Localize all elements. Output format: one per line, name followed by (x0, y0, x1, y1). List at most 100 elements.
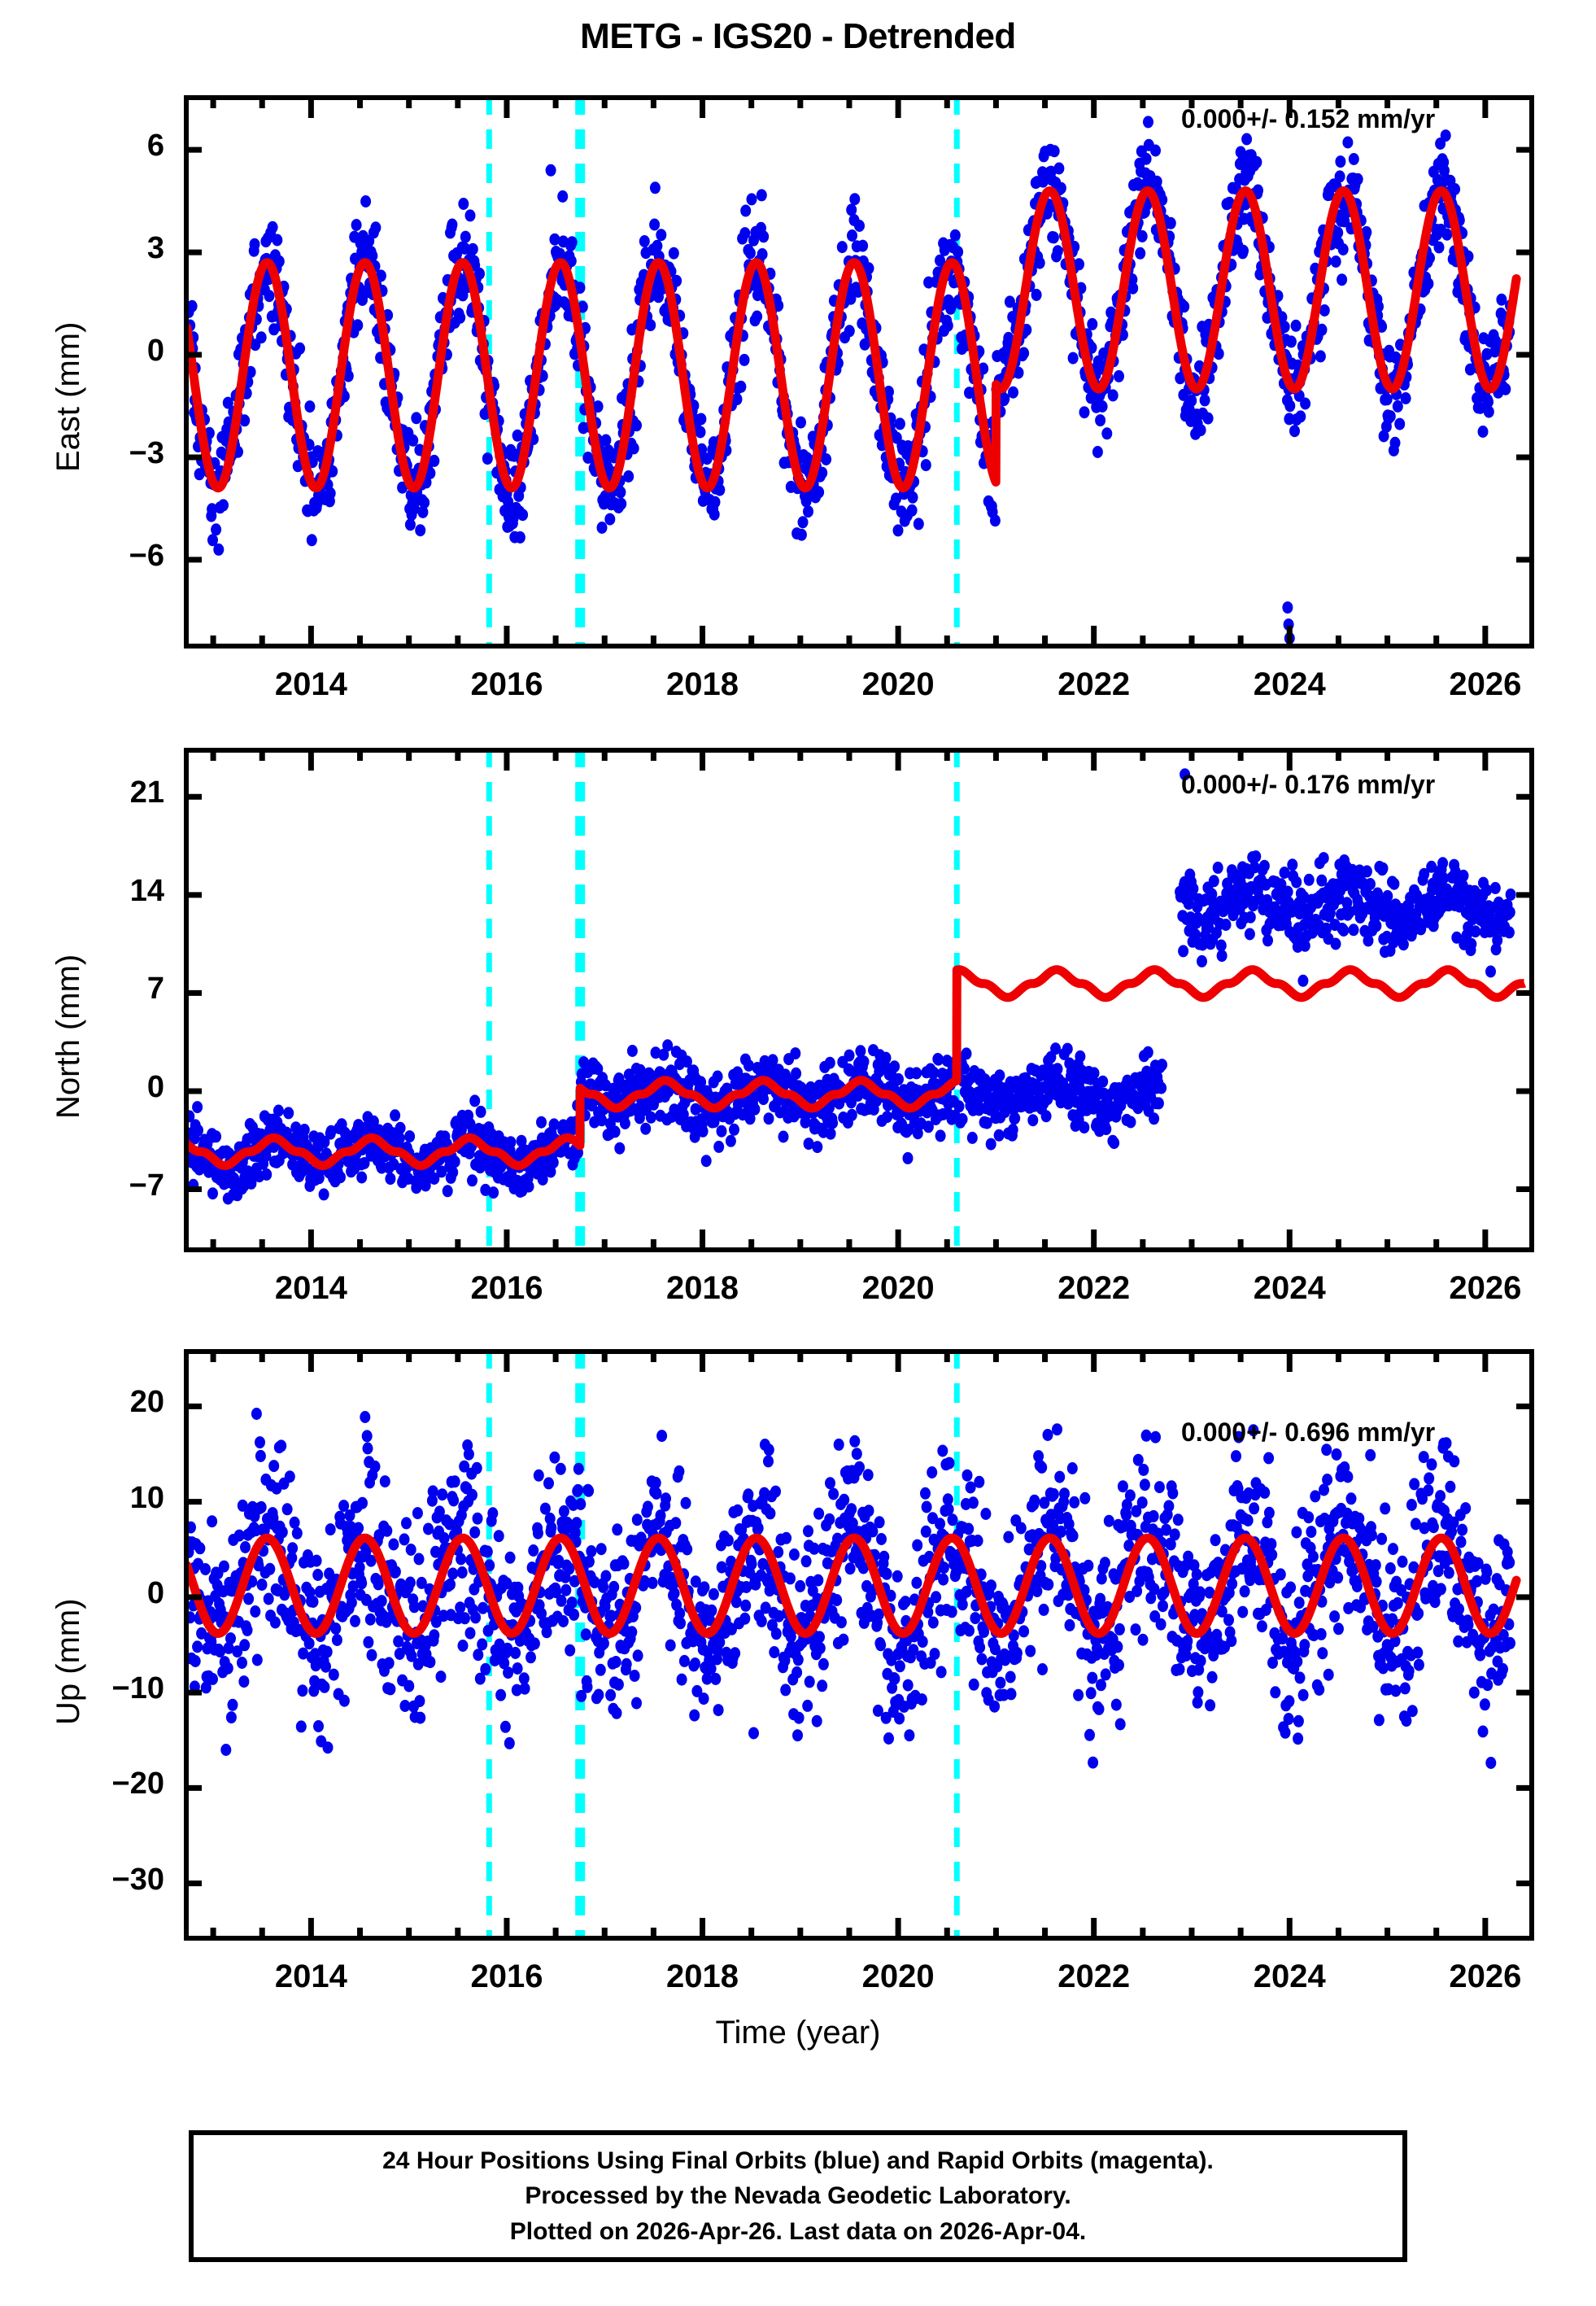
data-point (844, 1049, 855, 1062)
data-point (1505, 888, 1516, 901)
data-point (404, 1130, 416, 1143)
data-point (1101, 427, 1113, 440)
data-point (287, 1542, 299, 1555)
data-point (469, 1094, 481, 1107)
data-point (273, 255, 285, 268)
data-point (390, 1109, 401, 1122)
data-point (311, 1554, 322, 1567)
data-point (913, 518, 924, 531)
data-point (1005, 1671, 1016, 1684)
data-point (893, 1072, 904, 1085)
data-point (580, 1628, 591, 1641)
data-point (370, 221, 382, 234)
data-point (920, 459, 931, 472)
data-point (739, 227, 751, 240)
data-point (558, 1505, 569, 1518)
data-point (732, 1504, 743, 1517)
data-point (1149, 1112, 1160, 1125)
data-point (963, 1522, 975, 1535)
data-point (342, 369, 354, 382)
data-point (770, 1627, 782, 1640)
data-point (778, 1130, 789, 1143)
data-point (957, 1598, 968, 1611)
data-point (690, 1657, 700, 1670)
data-point (735, 380, 747, 393)
data-point (859, 338, 870, 351)
data-point (1178, 945, 1189, 958)
data-point (529, 1637, 540, 1650)
data-point (353, 1522, 364, 1535)
data-point (449, 1475, 460, 1488)
data-point (730, 1596, 742, 1609)
data-point (467, 1174, 477, 1187)
data-point (632, 1649, 643, 1662)
data-point (1338, 924, 1350, 937)
data-point (419, 496, 430, 509)
offset-lines-group (486, 95, 960, 649)
data-point (291, 1526, 303, 1540)
north-rate-annotation: 0.000+/- 0.176 mm/yr (1181, 770, 1436, 799)
data-point (785, 1572, 796, 1585)
data-point (237, 1657, 247, 1669)
data-point (803, 505, 813, 518)
data-point (194, 1542, 206, 1555)
data-point (1423, 277, 1434, 290)
data-point (846, 1108, 857, 1121)
data-point (583, 1555, 595, 1568)
data-point (1458, 869, 1469, 882)
east-chart-svg (184, 95, 1534, 649)
data-point (1500, 382, 1511, 395)
data-point (793, 1711, 805, 1724)
data-point (894, 1712, 905, 1725)
panel-east (184, 95, 1534, 649)
data-point (642, 1500, 653, 1513)
data-point (649, 218, 661, 231)
data-point (968, 1678, 979, 1691)
data-point (1287, 858, 1298, 871)
data-point (844, 1562, 856, 1575)
data-point (399, 1533, 410, 1546)
data-point (1004, 295, 1015, 308)
data-point (281, 1503, 293, 1516)
data-point (510, 1646, 521, 1659)
data-point (600, 1570, 612, 1583)
data-point (414, 1695, 425, 1708)
data-point (1316, 323, 1328, 336)
data-point (1003, 1531, 1014, 1544)
data-point (752, 1522, 764, 1535)
data-point (825, 1127, 836, 1140)
data-point (1179, 300, 1190, 313)
data-point (605, 1688, 617, 1701)
data-point (517, 509, 529, 522)
north-axis-label: North (mm) (50, 954, 86, 1119)
data-point (1088, 1067, 1100, 1080)
data-point (696, 413, 707, 426)
data-point (250, 1605, 261, 1618)
data-point (1075, 1050, 1086, 1063)
data-point (364, 1613, 376, 1626)
data-point (1195, 424, 1206, 437)
data-point (1470, 925, 1481, 938)
data-point (457, 1640, 469, 1652)
data-point (800, 1555, 812, 1568)
data-point (631, 1697, 642, 1710)
data-point (716, 1125, 727, 1138)
data-point (1018, 347, 1030, 360)
data-point (857, 239, 869, 252)
data-point (495, 1688, 507, 1701)
data-point (911, 1067, 922, 1080)
data-point (470, 1611, 482, 1624)
data-point (752, 310, 763, 323)
data-point (902, 1151, 914, 1164)
data-point (385, 1683, 396, 1696)
data-point (612, 1523, 623, 1536)
data-point (629, 1670, 640, 1682)
data-point (600, 434, 612, 447)
data-point (425, 1656, 436, 1669)
data-point (360, 1411, 371, 1423)
data-point (255, 1500, 267, 1513)
data-point (846, 1503, 857, 1516)
data-point (880, 1051, 892, 1064)
data-point (907, 491, 918, 504)
data-point (927, 1616, 939, 1629)
